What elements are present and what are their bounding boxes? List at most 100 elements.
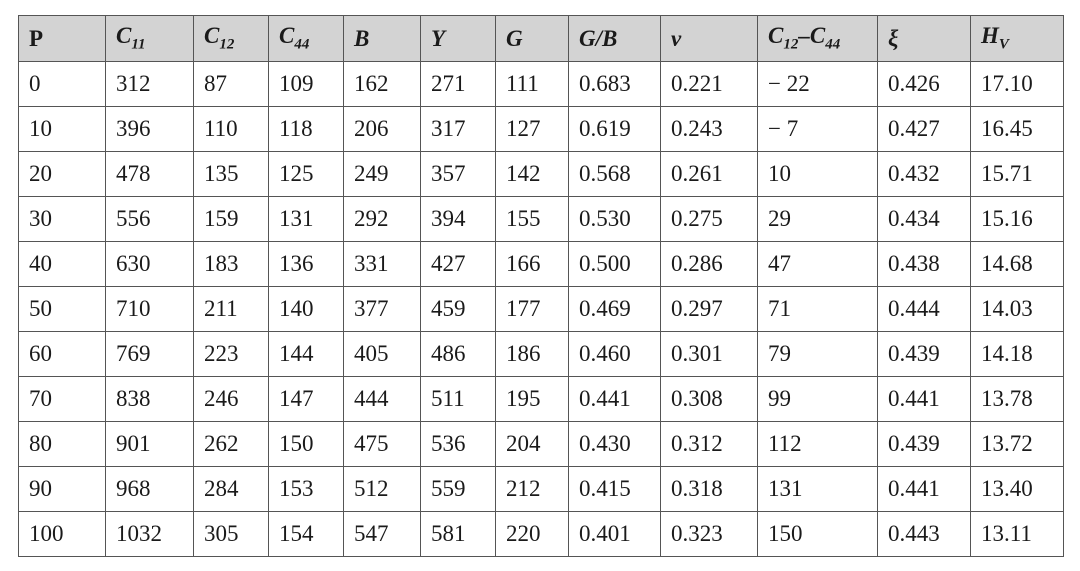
table-cell: 150 bbox=[757, 511, 878, 557]
data-table: P C11 C12 C44 B Y G G/B ν C12–C44 ξ HV 0 312 87 109 162… bbox=[18, 15, 1064, 557]
header-cell: P bbox=[18, 15, 106, 62]
table-cell: 150 bbox=[268, 421, 344, 467]
header-text: P bbox=[29, 25, 44, 51]
table-cell: 0.221 bbox=[660, 61, 758, 107]
header-cell: HV bbox=[970, 15, 1064, 62]
table-cell: 0.426 bbox=[877, 61, 971, 107]
table-cell: 30 bbox=[18, 196, 106, 242]
table-cell: 317 bbox=[420, 106, 496, 152]
table-cell: 100 bbox=[18, 511, 106, 557]
header-text: C bbox=[204, 23, 220, 49]
table-cell: 0.530 bbox=[568, 196, 661, 242]
table-cell: 0.318 bbox=[660, 466, 758, 512]
table-cell: 559 bbox=[420, 466, 496, 512]
table-cell: 0.308 bbox=[660, 376, 758, 422]
table-row: 90 968 284 153 512 559 212 0.415 0.318 131 0.441 13… bbox=[18, 466, 1064, 512]
table-row: 30 556 159 131 292 394 155 0.530 0.275 29 0.434 15.… bbox=[18, 196, 1064, 242]
table-cell: 206 bbox=[343, 106, 421, 152]
table-cell: 0 bbox=[18, 61, 106, 107]
header-cell: C12 bbox=[193, 15, 269, 62]
table-cell: 0.469 bbox=[568, 286, 661, 332]
table-cell: 0.430 bbox=[568, 421, 661, 467]
header-cell: C11 bbox=[105, 15, 194, 62]
table-cell: 155 bbox=[495, 196, 569, 242]
table-cell: 0.301 bbox=[660, 331, 758, 377]
header-text: C bbox=[768, 23, 784, 49]
table-cell: 111 bbox=[495, 61, 569, 107]
table-cell: 87 bbox=[193, 61, 269, 107]
header-text: H bbox=[981, 23, 999, 49]
table-cell: 154 bbox=[268, 511, 344, 557]
table-cell: 710 bbox=[105, 286, 194, 332]
header-cell: ξ bbox=[877, 15, 971, 62]
table-cell: 0.438 bbox=[877, 241, 971, 287]
header-subscript: 12 bbox=[783, 36, 799, 53]
table-cell: 162 bbox=[343, 61, 421, 107]
table-cell: 14.68 bbox=[970, 241, 1064, 287]
table-cell: 0.568 bbox=[568, 151, 661, 197]
table-cell: 40 bbox=[18, 241, 106, 287]
table-cell: 0.286 bbox=[660, 241, 758, 287]
table-cell: 166 bbox=[495, 241, 569, 287]
table-cell: 70 bbox=[18, 376, 106, 422]
table-cell: 511 bbox=[420, 376, 496, 422]
table-row: 80 901 262 150 475 536 204 0.430 0.312 112 0.439 13… bbox=[18, 421, 1064, 467]
table-cell: 0.441 bbox=[568, 376, 661, 422]
table-cell: 183 bbox=[193, 241, 269, 287]
table-cell: 486 bbox=[420, 331, 496, 377]
header-text: Y bbox=[431, 25, 446, 51]
table-cell: 478 bbox=[105, 151, 194, 197]
table-cell: 14.03 bbox=[970, 286, 1064, 332]
header-cell: G/B bbox=[568, 15, 661, 62]
table-cell: 630 bbox=[105, 241, 194, 287]
table-cell: 0.261 bbox=[660, 151, 758, 197]
table-cell: 357 bbox=[420, 151, 496, 197]
table-cell: 212 bbox=[495, 466, 569, 512]
table-cell: 377 bbox=[343, 286, 421, 332]
table-cell: 50 bbox=[18, 286, 106, 332]
header-cell: ν bbox=[660, 15, 758, 62]
header-text: B bbox=[354, 25, 370, 51]
table-cell: 15.16 bbox=[970, 196, 1064, 242]
table-cell: 396 bbox=[105, 106, 194, 152]
header-subscript: V bbox=[998, 36, 1009, 53]
header-subscript: 44 bbox=[825, 36, 841, 53]
header-text: G bbox=[506, 25, 523, 51]
header-cell: B bbox=[343, 15, 421, 62]
table-cell: 10 bbox=[18, 106, 106, 152]
table-cell: 195 bbox=[495, 376, 569, 422]
table-cell: − 22 bbox=[757, 61, 878, 107]
header-cell: C44 bbox=[268, 15, 344, 62]
table-cell: 968 bbox=[105, 466, 194, 512]
table-row: 40 630 183 136 331 427 166 0.500 0.286 47 0.438 14.… bbox=[18, 241, 1064, 287]
table-cell: 60 bbox=[18, 331, 106, 377]
table-cell: 405 bbox=[343, 331, 421, 377]
table-cell: 223 bbox=[193, 331, 269, 377]
table-cell: 15.71 bbox=[970, 151, 1064, 197]
table-cell: 512 bbox=[343, 466, 421, 512]
table-cell: 186 bbox=[495, 331, 569, 377]
table-cell: 0.439 bbox=[877, 421, 971, 467]
table-row: 10 396 110 118 206 317 127 0.619 0.243− 7 0.427 16… bbox=[18, 106, 1064, 152]
table-cell: 0.434 bbox=[877, 196, 971, 242]
table-cell: 769 bbox=[105, 331, 194, 377]
table-cell: − 7 bbox=[757, 106, 878, 152]
table-cell: 153 bbox=[268, 466, 344, 512]
table-cell: 0.415 bbox=[568, 466, 661, 512]
table-cell: 147 bbox=[268, 376, 344, 422]
table-cell: 459 bbox=[420, 286, 496, 332]
header-text: C bbox=[279, 23, 295, 49]
header-subscript: 11 bbox=[131, 36, 146, 53]
table-cell: 13.40 bbox=[970, 466, 1064, 512]
table-cell: 0.441 bbox=[877, 376, 971, 422]
table-cell: 211 bbox=[193, 286, 269, 332]
table-row: 50 710 211 140 377 459 177 0.469 0.297 71 0.444 14.… bbox=[18, 286, 1064, 332]
table-cell: 90 bbox=[18, 466, 106, 512]
table-cell: 292 bbox=[343, 196, 421, 242]
table-cell: 125 bbox=[268, 151, 344, 197]
header-row: P C11 C12 C44 B Y G G/B ν C12–C44 ξ HV bbox=[18, 15, 1064, 62]
table-cell: 262 bbox=[193, 421, 269, 467]
header-text: C bbox=[116, 23, 132, 49]
table-cell: 16.45 bbox=[970, 106, 1064, 152]
